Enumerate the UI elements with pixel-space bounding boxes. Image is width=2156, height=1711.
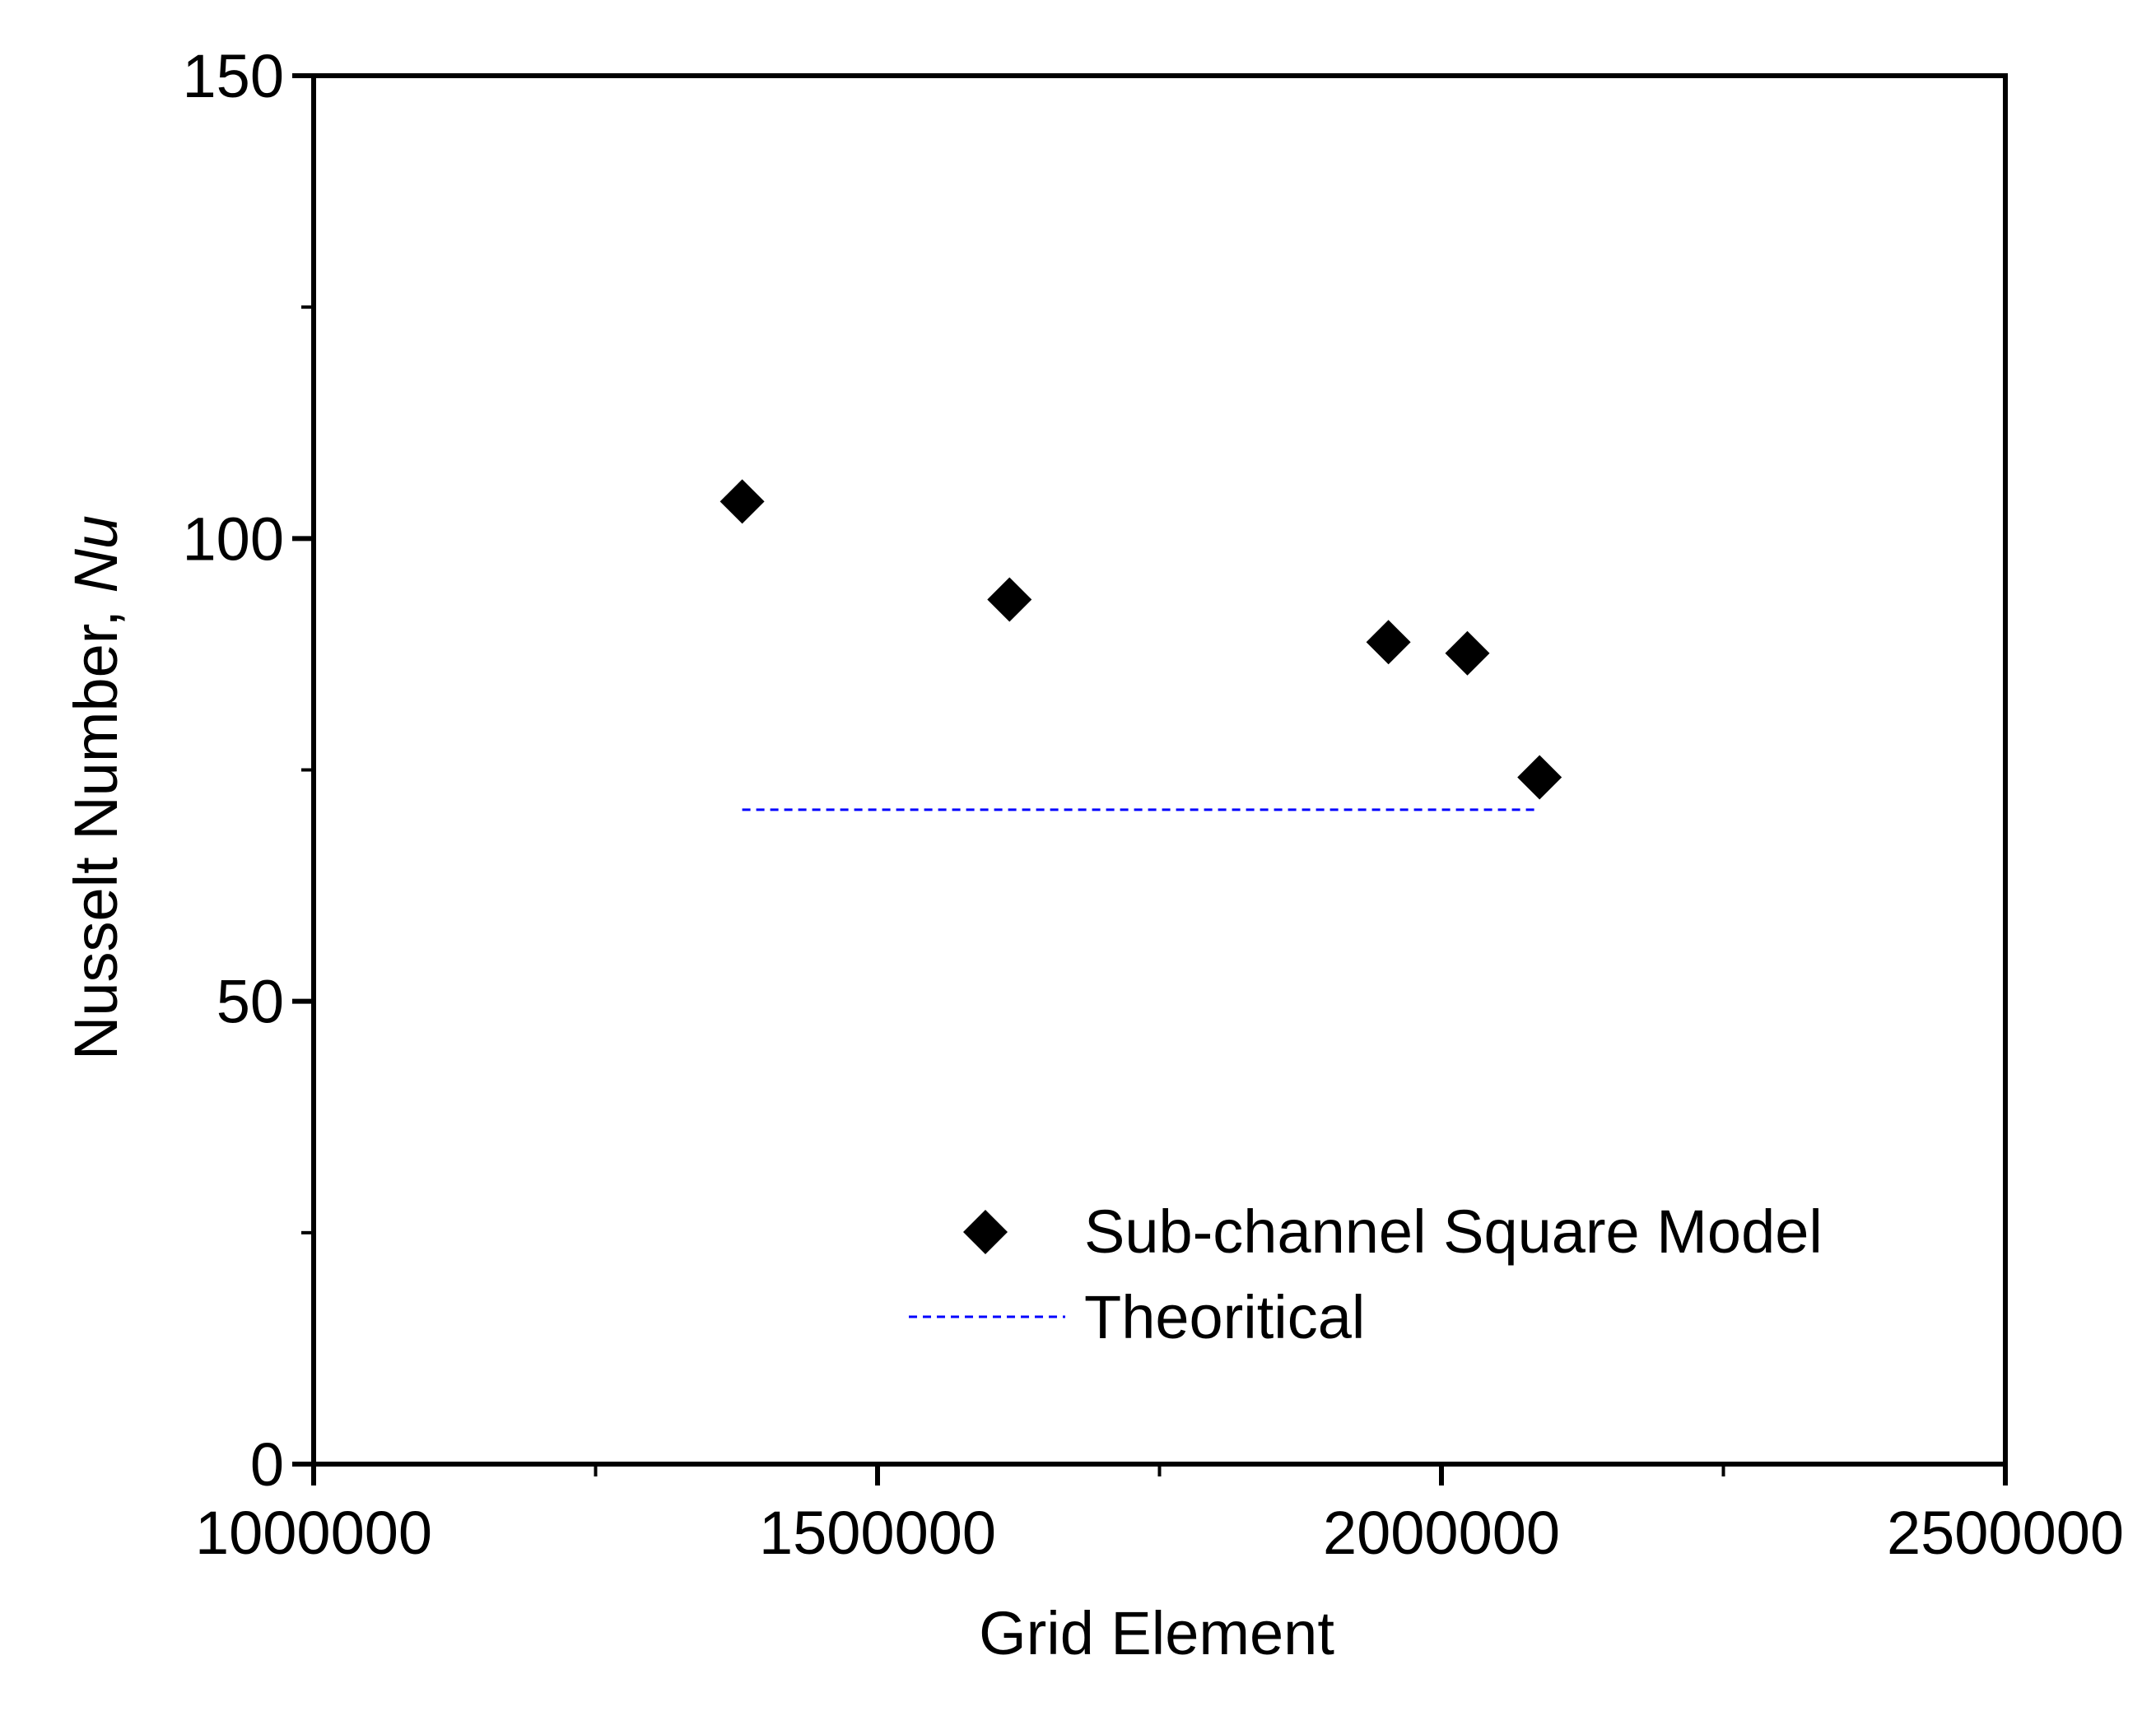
legend: Sub-channel Square Model Theoritical	[909, 1197, 1823, 1351]
y-tick-label: 50	[217, 968, 284, 1036]
legend-marker-sub-channel-square-model	[963, 1210, 1008, 1254]
x-axis-title: Grid Element	[979, 1599, 1334, 1667]
data-point	[1517, 755, 1562, 800]
y-tick-label: 150	[183, 42, 284, 110]
y-tick-label: 0	[250, 1430, 284, 1499]
y-tick-label: 100	[183, 504, 284, 573]
plot-frame	[311, 73, 2008, 1467]
data-point	[1445, 630, 1490, 676]
y-axis-title: Nusselt Number, Nu	[62, 515, 130, 1060]
major-ticks	[292, 73, 2008, 1486]
x-tick-label: 1000000	[195, 1499, 432, 1567]
y-axis-title-main: Nusselt Number,	[62, 593, 130, 1061]
x-tick-label: 2000000	[1323, 1499, 1560, 1567]
legend-label-theoritical: Theoritical	[1084, 1283, 1365, 1351]
x-tick-label: 2500000	[1887, 1499, 2124, 1567]
y-axis-title-symbol: Nu	[62, 515, 130, 593]
data-point	[1366, 620, 1411, 665]
data-point	[719, 479, 765, 524]
legend-label-sub-channel-square-model: Sub-channel Square Model	[1084, 1197, 1823, 1266]
data-point	[987, 577, 1032, 622]
series-layer	[719, 479, 1562, 811]
minor-ticks	[301, 305, 1725, 1476]
tick-labels: 1000000 1500000 2000000 2500000 0 50 100 150	[183, 42, 2125, 1567]
x-tick-label: 1500000	[759, 1499, 996, 1567]
